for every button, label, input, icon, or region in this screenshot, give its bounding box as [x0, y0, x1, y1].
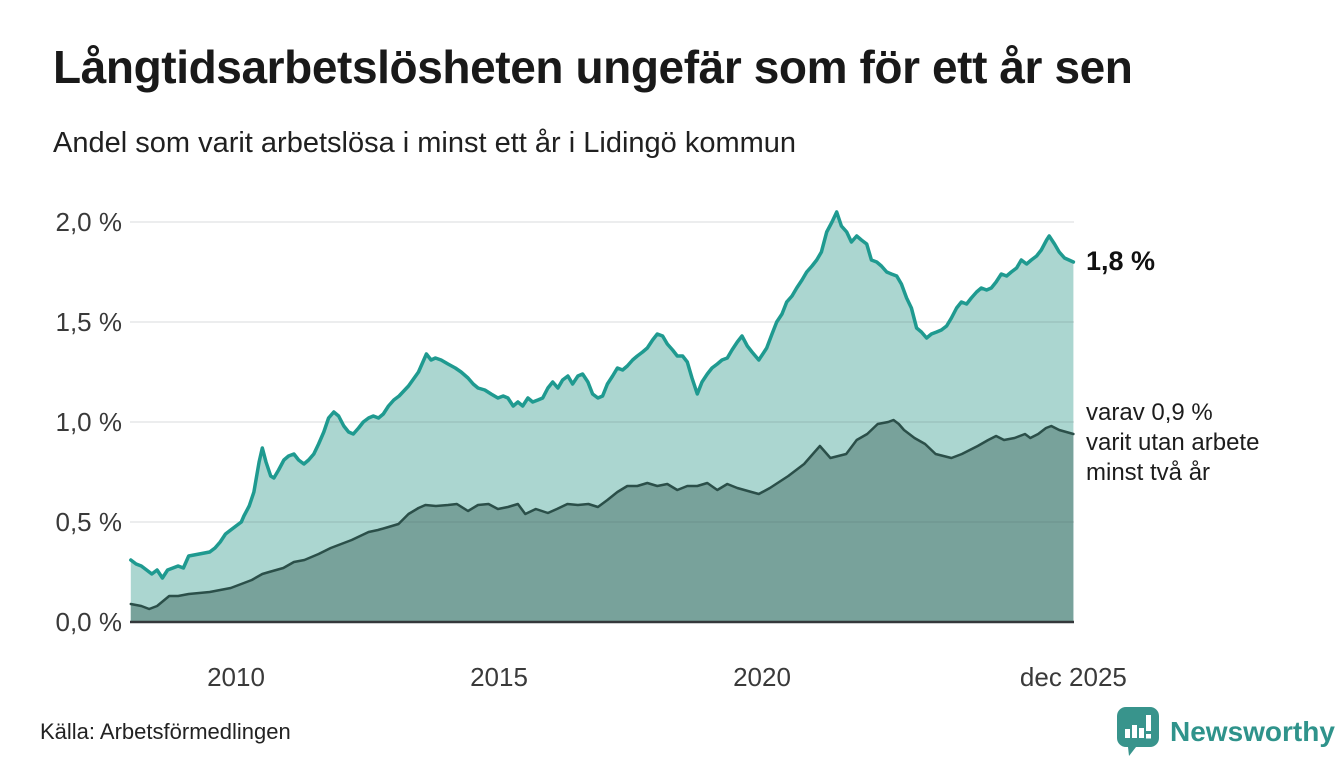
- y-tick-label: 2,0 %: [56, 207, 123, 237]
- y-tick-label: 1,5 %: [56, 307, 123, 337]
- line-min-one-year: [129, 210, 1076, 580]
- y-tick-label: 0,5 %: [56, 507, 123, 537]
- x-tick-label: 2020: [733, 662, 791, 692]
- x-tick-label: 2015: [470, 662, 528, 692]
- y-tick-label: 0,0 %: [56, 607, 123, 637]
- annotation-two-years: varav 0,9 % varit utan arbete minst två …: [1086, 398, 1259, 488]
- annotation-two-years-line3: minst två år: [1086, 459, 1211, 486]
- y-tick-label: 1,0 %: [56, 407, 123, 437]
- area-min-two-years: [130, 420, 1074, 622]
- bar-chart-glyph: [1125, 715, 1151, 739]
- newsworthy-icon: [1117, 707, 1159, 756]
- page-title: Långtidsarbetslösheten ungefär som för e…: [53, 41, 1133, 93]
- speech-bubble-shape: [1117, 707, 1159, 756]
- annotation-two-years-line2: varit utan arbete: [1086, 429, 1260, 456]
- chart-subtitle: Andel som varit arbetslösa i minst ett å…: [53, 127, 797, 159]
- newsworthy-logo: Newsworthy: [1116, 706, 1335, 758]
- newsworthy-wordmark: Newsworthy: [1170, 716, 1335, 747]
- source-note: Källa: Arbetsförmedlingen: [40, 719, 291, 744]
- annotation-latest-value: 1,8 %: [1086, 246, 1156, 276]
- x-tick-label: 2010: [207, 662, 265, 692]
- x-tick-label: dec 2025: [1020, 662, 1127, 692]
- annotation-two-years-line1: varav 0,9 %: [1086, 399, 1213, 426]
- line-min-two-years: [129, 418, 1075, 611]
